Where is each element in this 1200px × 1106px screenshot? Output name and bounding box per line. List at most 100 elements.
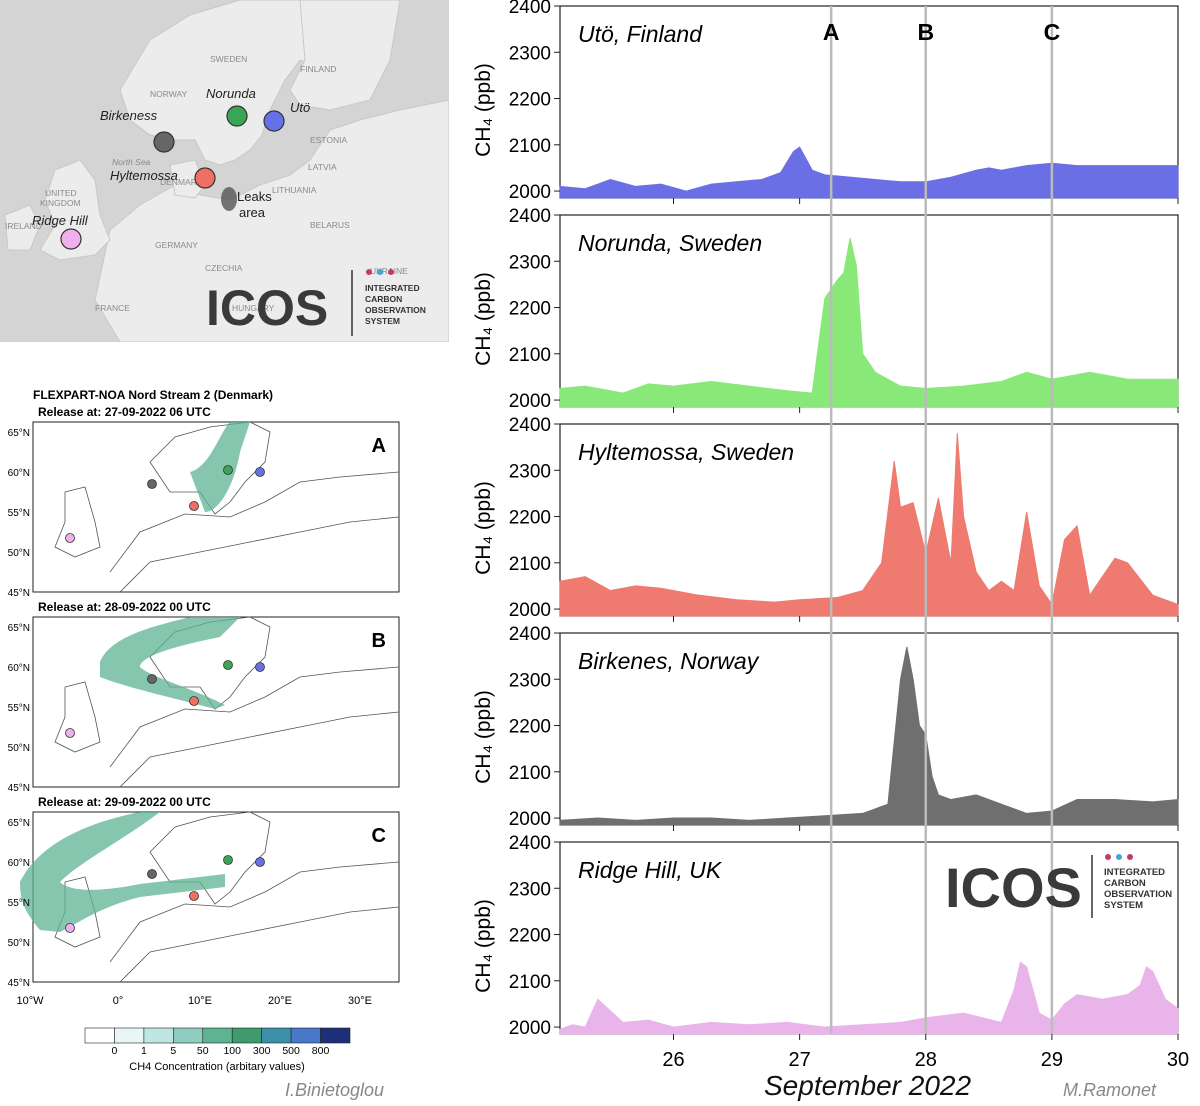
icos-logo-text: ICOS [206, 280, 328, 336]
lon-label: 10°E [188, 995, 212, 1007]
y-tick-label: 2000 [509, 600, 551, 621]
panel-letter: C [372, 825, 386, 847]
map-land-finland [289, 0, 401, 111]
station-marker-hyltemossa [194, 167, 216, 189]
label-latvia: LATVIA [308, 162, 337, 172]
lat-label: 45°N [8, 783, 30, 794]
chart-panel-2: 2000 2100 2200 2300 2400 CH₄ (ppb) Hyltemossa,… [472, 415, 1179, 622]
label-north-sea: North Sea [112, 157, 151, 167]
y-tick-label: 2000 [509, 391, 551, 412]
release-label: Release at: 27-09-2022 06 UTC [38, 405, 211, 419]
map-land-ireland [4, 204, 41, 251]
station-dot [223, 465, 233, 475]
lat-label: 55°N [8, 703, 30, 714]
coastline [54, 486, 101, 558]
lat-label: 55°N [8, 508, 30, 519]
station-dot [255, 662, 265, 672]
station-dot [189, 891, 199, 901]
y-axis-label: CH₄ (ppb) [472, 690, 495, 784]
colorbar: 0 1 5 50 100 300 500 800 [84, 1027, 351, 1057]
colorbar-swatch [143, 1027, 174, 1044]
lat-label: 45°N [8, 588, 30, 599]
y-tick-label: 2400 [509, 833, 551, 854]
colorbar-swatch [173, 1027, 204, 1044]
y-axis-label: CH₄ (ppb) [472, 63, 495, 157]
station-marker-utö [263, 110, 285, 132]
colorbar-swatch [231, 1027, 262, 1044]
y-axis-label: CH₄ (ppb) [472, 272, 495, 366]
y-tick-label: 2200 [509, 926, 551, 947]
lat-label: 45°N [8, 978, 30, 989]
y-tick-label: 2000 [509, 182, 551, 203]
icos-dot-icon [388, 269, 394, 275]
ch4-plume [100, 617, 240, 709]
lat-label: 60°N [8, 663, 30, 674]
border-lines [109, 861, 400, 983]
y-tick-label: 2200 [509, 717, 551, 738]
station-dot [65, 728, 75, 738]
station-marker-birkeness [153, 131, 175, 153]
colorbar-swatch [114, 1027, 145, 1044]
y-tick-label: 2100 [509, 554, 551, 575]
icos-dot-icon [377, 269, 383, 275]
label-finland: FINLAND [300, 64, 336, 74]
y-tick-label: 2400 [509, 415, 551, 436]
label-norway: NORWAY [150, 89, 187, 99]
chart-icos-sub: CARBON [1104, 878, 1146, 889]
station-marker-norunda [226, 105, 248, 127]
label-germany: GERMANY [155, 240, 198, 250]
colorbar-tick: 500 [282, 1045, 300, 1057]
icos-sub-1: INTEGRATED [365, 283, 420, 293]
station-dot [189, 696, 199, 706]
lon-label: 30°E [348, 995, 372, 1007]
series-title: Utö, Finland [578, 21, 703, 47]
y-tick-label: 2400 [509, 0, 551, 18]
colorbar-tick: 5 [170, 1045, 176, 1057]
x-tick-label: 30 [1167, 1049, 1189, 1071]
y-tick-label: 2400 [509, 624, 551, 645]
station-dot [65, 533, 75, 543]
series-title: Ridge Hill, UK [578, 857, 723, 883]
ch4-plume [20, 812, 225, 932]
lat-label: 50°N [8, 743, 30, 754]
series-title: Hyltemossa, Sweden [578, 439, 794, 465]
event-label: C [1044, 19, 1061, 45]
flexpart-panel-group: Release at: 27-09-2022 06 UTC A 65°N 60°N 55… [8, 405, 400, 989]
station-dot [223, 855, 233, 865]
colorbar-tick: 300 [253, 1045, 271, 1057]
colorbar-tick: 100 [223, 1045, 241, 1057]
map-land-scandinavia [119, 0, 351, 166]
y-tick-label: 2300 [509, 252, 551, 273]
credit-left: I.Binietoglou [285, 1080, 385, 1100]
label-estonia: ESTONIA [310, 135, 347, 145]
icos-sub-3: OBSERVATION [365, 305, 426, 315]
border-lines [109, 471, 400, 593]
label-france: FRANCE [95, 303, 130, 313]
lat-label: 65°N [8, 623, 30, 634]
series-area [559, 646, 1179, 826]
lon-label: 20°E [268, 995, 292, 1007]
colorbar-swatch [290, 1027, 321, 1044]
x-tick-label: 28 [915, 1049, 937, 1071]
series-area [559, 961, 1179, 1035]
series-title: Birkenes, Norway [578, 648, 760, 674]
flexpart-panels: FLEXPART-NOA Nord Stream 2 (Denmark) Rel… [8, 388, 400, 1073]
label-lithuania: LITHUANIA [272, 185, 317, 195]
leak-area-marker [221, 187, 237, 211]
event-label: A [823, 19, 840, 45]
station-label: Norunda [206, 86, 256, 101]
icos-sub-4: SYSTEM [365, 316, 400, 326]
y-tick-label: 2200 [509, 508, 551, 529]
chart-panel-1: 2000 2100 2200 2300 2400 CH₄ (ppb) Norunda, Sw… [472, 206, 1179, 413]
colorbar-tick: 1 [141, 1045, 147, 1057]
y-tick-label: 2300 [509, 43, 551, 64]
flexpart-panel-b: Release at: 28-09-2022 00 UTC B 65°N 60°N 55… [8, 600, 400, 794]
chart-icos-sub: INTEGRATED [1104, 867, 1165, 878]
y-tick-label: 2400 [509, 206, 551, 227]
y-tick-label: 2300 [509, 461, 551, 482]
map-land-uk [39, 159, 111, 261]
y-tick-label: 2300 [509, 670, 551, 691]
coastline [54, 681, 101, 753]
flexpart-panel-c: Release at: 29-09-2022 00 UTC C 65°N 60°N 55… [8, 795, 400, 989]
chart-panel-0: 2000 2100 2200 2300 2400 CH₄ (ppb) Utö, Finlan… [472, 0, 1179, 204]
